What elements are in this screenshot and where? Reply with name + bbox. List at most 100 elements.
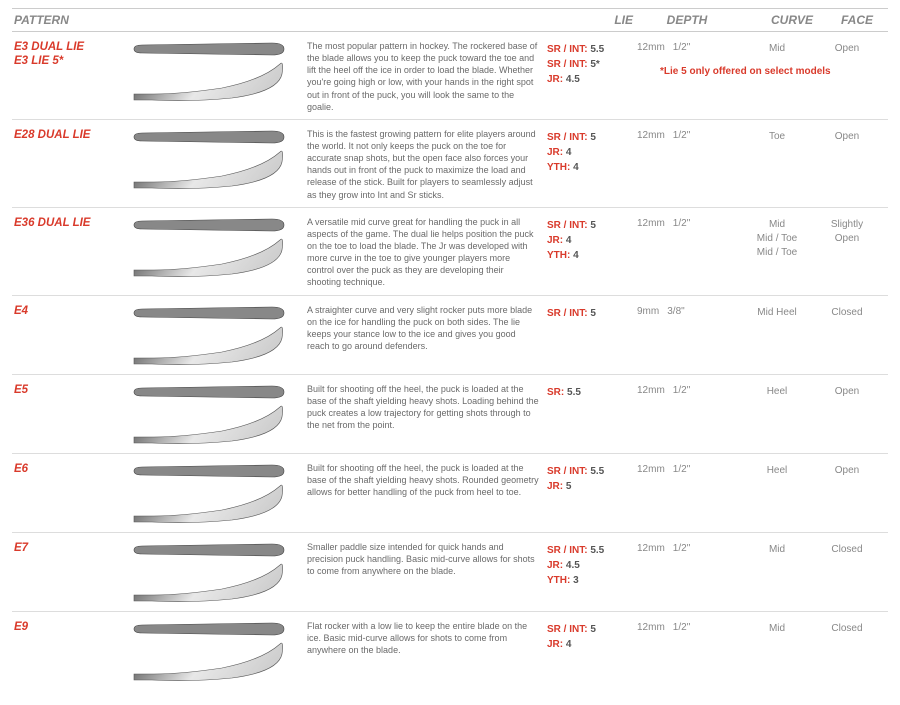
pattern-name: E6 [14, 462, 132, 476]
header-row: PATTERN LIE DEPTH CURVE FACE [12, 8, 888, 32]
pattern-name: E28 DUAL LIE [14, 128, 132, 142]
depth-cell: 12mm1/2" [637, 216, 737, 289]
lie-value: 5 [590, 220, 596, 231]
blade-image-cell [132, 128, 307, 201]
lie-value: 5.5 [590, 44, 604, 55]
blade-image-cell [132, 462, 307, 526]
lie-line: YTH: 4 [547, 248, 637, 263]
lie-line: JR: 4.5 [547, 72, 637, 87]
pattern-name: E5 [14, 383, 132, 397]
depth-mm: 12mm [637, 42, 665, 113]
depth-in: 1/2" [673, 464, 690, 526]
lie-label: SR / INT: [547, 132, 588, 143]
lie-line: YTH: 4 [547, 160, 637, 175]
header-face: FACE [817, 13, 877, 27]
rows-container: E3 DUAL LIEE3 LIE 5* The most popular pa… [12, 32, 888, 690]
blade-side-icon [132, 146, 287, 192]
lie-label: SR / INT: [547, 44, 588, 55]
description-cell: This is the fastest growing pattern for … [307, 128, 547, 201]
pattern-cell: E3 DUAL LIEE3 LIE 5* [12, 40, 132, 113]
lie-line: JR: 4.5 [547, 558, 637, 573]
curve-cell: Heel [737, 462, 817, 526]
description-cell: Smaller paddle size intended for quick h… [307, 541, 547, 605]
blade-top-icon [132, 306, 287, 320]
face-cell: Closed [817, 304, 877, 368]
blade-top-icon [132, 130, 287, 144]
pattern-name: E36 DUAL LIE [14, 216, 132, 230]
lie-line: JR: 4 [547, 233, 637, 248]
lie-label: SR / INT: [547, 545, 588, 556]
description-cell: Flat rocker with a low lie to keep the e… [307, 620, 547, 684]
header-curve: CURVE [737, 13, 817, 27]
lie-line: JR: 4 [547, 145, 637, 160]
pattern-name: E7 [14, 541, 132, 555]
curve-cell: Mid [737, 541, 817, 605]
face-cell: Open [817, 462, 877, 526]
blade-image-cell [132, 620, 307, 684]
depth-mm: 12mm [637, 464, 665, 526]
lie-cell: SR / INT: 5JR: 4YTH: 4 [547, 128, 637, 201]
curve-cell: Mid [737, 620, 817, 684]
depth-cell: 12mm 1/2" [637, 462, 737, 526]
header-lie: LIE [547, 13, 637, 27]
pattern-cell: E28 DUAL LIE [12, 128, 132, 201]
lie-value: 4 [566, 235, 572, 246]
footnote: *Lie 5 only offered on select models [660, 66, 831, 77]
curve-cell: Heel [737, 383, 817, 447]
lie-line: YTH: 3 [547, 573, 637, 588]
face-cell: Closed [817, 541, 877, 605]
blade-side-icon [132, 559, 287, 605]
lie-label: YTH: [547, 575, 570, 586]
lie-value: 5 [566, 481, 572, 492]
curve-cell: Mid Heel [737, 304, 817, 368]
description-cell: A straighter curve and very slight rocke… [307, 304, 547, 368]
depth-in: 3/8" [667, 306, 684, 368]
lie-line: JR: 5 [547, 479, 637, 494]
blade-image-cell [132, 383, 307, 447]
blade-top-icon [132, 464, 287, 478]
lie-value: 4 [573, 250, 579, 261]
pattern-cell: E6 [12, 462, 132, 526]
blade-side-icon [132, 480, 287, 526]
header-pattern: PATTERN [12, 13, 132, 27]
depth-in: 1/2" [673, 543, 690, 605]
blade-top-icon [132, 42, 287, 56]
lie-label: SR / INT: [547, 308, 588, 319]
lie-value: 4 [573, 162, 579, 173]
pattern-cell: E36 DUAL LIE [12, 216, 132, 289]
lie-label: YTH: [547, 162, 570, 173]
blade-side-icon [132, 58, 287, 104]
depth-in: 1/2" [673, 130, 690, 201]
lie-cell: SR / INT: 5JR: 4 [547, 620, 637, 684]
depth-mm: 9mm [637, 306, 659, 368]
pattern-line1: E7 [14, 542, 28, 554]
lie-value: 4 [566, 639, 572, 650]
blade-image-cell [132, 40, 307, 113]
lie-label: JR: [547, 147, 563, 158]
lie-cell: SR / INT: 5.5JR: 5 [547, 462, 637, 526]
pattern-line1: E3 DUAL LIE [14, 41, 84, 53]
pattern-name: E9 [14, 620, 132, 634]
depth-in: 1/2" [673, 218, 690, 289]
description-cell: A versatile mid curve great for handling… [307, 216, 547, 289]
lie-value: 5* [590, 59, 599, 70]
depth-mm: 12mm [637, 622, 665, 684]
lie-value: 5.5 [590, 545, 604, 556]
blade-side-icon [132, 638, 287, 684]
lie-cell: SR / INT: 5 [547, 304, 637, 368]
depth-cell: 12mm1/2" [637, 383, 737, 447]
pattern-cell: E4 [12, 304, 132, 368]
table-row: E5 Built for shooting off the heel, the … [12, 375, 888, 454]
pattern-line1: E28 DUAL LIE [14, 129, 90, 141]
lie-value: 5.5 [567, 387, 581, 398]
header-depth: DEPTH [637, 13, 737, 27]
lie-line: SR / INT: 5 [547, 306, 637, 321]
depth-mm: 12mm [637, 543, 665, 605]
depth-mm: 12mm [637, 130, 665, 201]
lie-label: JR: [547, 639, 563, 650]
table-row: E28 DUAL LIE This is the fastest growing… [12, 120, 888, 208]
blade-top-icon [132, 622, 287, 636]
pattern-name: E4 [14, 304, 132, 318]
lie-value: 5.5 [590, 466, 604, 477]
blade-side-icon [132, 234, 287, 280]
